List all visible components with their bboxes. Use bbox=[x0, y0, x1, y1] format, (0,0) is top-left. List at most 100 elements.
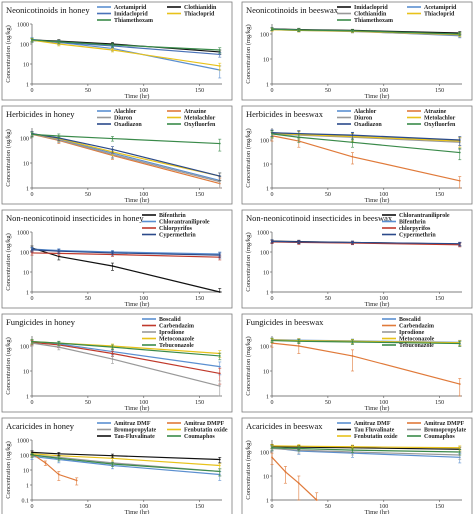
legend-label: Bromopropylate bbox=[424, 428, 466, 434]
x-tick-label: 0 bbox=[271, 504, 274, 510]
series-line bbox=[31, 39, 220, 56]
data-point bbox=[111, 346, 114, 349]
series-line bbox=[271, 445, 460, 449]
y-tick-label: 100 bbox=[20, 345, 29, 351]
panel-7: Fungicides in honey 100 10 10 50 100 150 Time (… bbox=[1, 313, 233, 413]
x-tick-label: 0 bbox=[271, 192, 274, 198]
data-point bbox=[458, 139, 461, 141]
y-tick-label: 0.1 bbox=[22, 499, 30, 505]
x-tick-label: 100 bbox=[379, 192, 388, 198]
legend-label: Fenbutatin oxide bbox=[184, 428, 228, 434]
panel-2: Neonicotinoids in beeswax 100 10 10 50 100 150… bbox=[241, 1, 473, 101]
data-point bbox=[111, 454, 114, 457]
series-line bbox=[271, 28, 460, 35]
data-point bbox=[218, 254, 221, 256]
data-point bbox=[111, 352, 114, 355]
panel-title: Neonicotinoids in honey bbox=[6, 5, 90, 15]
y-tick-label: 1 bbox=[266, 395, 269, 401]
series-tebuconazole bbox=[270, 338, 462, 347]
y-tick-label: 10 bbox=[263, 370, 269, 376]
data-point bbox=[57, 452, 60, 455]
panel-1: Neonicotinoids in honey 1000 100 10 10 50 100 1… bbox=[1, 1, 233, 101]
panel-title: Non-neonicotinoid insecticides in honey bbox=[6, 213, 144, 223]
series-line bbox=[271, 132, 460, 142]
data-point bbox=[297, 240, 300, 243]
data-point bbox=[218, 291, 221, 293]
legend-label: Tebuconazole bbox=[159, 343, 194, 349]
panel-frame bbox=[241, 209, 473, 309]
data-point bbox=[297, 482, 300, 485]
data-point bbox=[458, 342, 461, 345]
panel-4: Herbicides in beeswax 100 10 10 50 100 150 Time… bbox=[241, 105, 473, 205]
series-line bbox=[271, 447, 460, 453]
panel-title: Acaricides in beeswax bbox=[246, 421, 323, 431]
series-line bbox=[31, 340, 220, 357]
x-tick-label: 100 bbox=[139, 192, 148, 198]
data-point bbox=[218, 175, 221, 177]
x-tick-label: 100 bbox=[139, 400, 148, 406]
x-axis-label: Time (hr) bbox=[365, 197, 390, 204]
series-line bbox=[31, 341, 220, 375]
data-point bbox=[271, 339, 273, 342]
series-line bbox=[31, 453, 220, 467]
data-point bbox=[218, 180, 221, 183]
legend-label: Carbendazim bbox=[399, 324, 434, 330]
x-tick-label: 150 bbox=[195, 504, 204, 510]
y-tick-label: 100 bbox=[260, 251, 269, 257]
legend-label: Clothianidin bbox=[184, 5, 217, 11]
data-point bbox=[218, 49, 221, 51]
legend-label: Tebuconazole bbox=[399, 343, 434, 349]
data-point bbox=[57, 346, 60, 349]
data-point bbox=[351, 449, 354, 451]
y-tick-label: 1 bbox=[266, 499, 269, 505]
legend-label: Boscalid bbox=[159, 317, 181, 323]
y-axis-label: Concentration (ug/kg) bbox=[5, 129, 12, 187]
data-point bbox=[297, 447, 300, 450]
series-line bbox=[31, 39, 220, 67]
data-point bbox=[111, 265, 114, 267]
legend-label: chlorpyrifos bbox=[399, 226, 431, 232]
data-point bbox=[218, 464, 221, 467]
y-axis-label: Concentration (mg/kg) bbox=[245, 24, 252, 83]
legend-label: Chlorpyrifos bbox=[159, 226, 193, 232]
y-axis-label: Concentration (mg/kg) bbox=[245, 336, 252, 395]
data-point bbox=[458, 383, 461, 385]
legend-label: Thiacloprid bbox=[424, 12, 455, 18]
series-line bbox=[271, 447, 460, 456]
series-line bbox=[31, 252, 220, 258]
x-axis-label: Time (hr) bbox=[125, 93, 150, 100]
data-point bbox=[351, 355, 354, 357]
series-cypermethrin bbox=[30, 247, 222, 259]
data-point bbox=[31, 252, 33, 254]
x-axis-label: Time (hr) bbox=[125, 405, 150, 412]
y-tick-label: 100 bbox=[20, 251, 29, 257]
y-tick-label: 10 bbox=[23, 162, 29, 168]
legend-label: Metolachlor bbox=[424, 116, 456, 122]
data-point bbox=[297, 340, 300, 343]
legend-label: Amitraz DMPF bbox=[184, 421, 224, 427]
y-axis-label: Concentration (ug/kg) bbox=[5, 337, 12, 395]
series-line bbox=[271, 135, 460, 182]
y-tick-label: 10 bbox=[23, 370, 29, 376]
y-tick-label: 1 bbox=[26, 395, 29, 401]
x-axis-label: Time (hr) bbox=[365, 509, 390, 514]
data-point bbox=[458, 33, 461, 35]
data-point bbox=[57, 473, 60, 476]
x-tick-label: 150 bbox=[435, 504, 444, 510]
legend-label: Alachlor bbox=[354, 109, 377, 115]
data-point bbox=[218, 365, 221, 368]
data-point bbox=[111, 252, 114, 254]
series-coumaphos bbox=[270, 445, 462, 456]
x-tick-label: 50 bbox=[325, 88, 331, 94]
y-tick-label: 10 bbox=[23, 271, 29, 277]
x-tick-label: 100 bbox=[379, 88, 388, 94]
series-amitraz-dmpf bbox=[270, 452, 319, 501]
data-point bbox=[111, 44, 114, 46]
legend-label: Chlorantraniliprole bbox=[159, 220, 210, 226]
y-tick-label: 1000 bbox=[257, 231, 269, 237]
y-axis-label: Concentration (ug/kg) bbox=[5, 25, 12, 83]
series-line bbox=[271, 339, 460, 345]
data-point bbox=[111, 137, 114, 140]
legend-label: Fenbutatin oxide bbox=[354, 434, 398, 440]
legend: BoscalidCarbendazimIprodioneMetoconazole… bbox=[382, 317, 435, 349]
